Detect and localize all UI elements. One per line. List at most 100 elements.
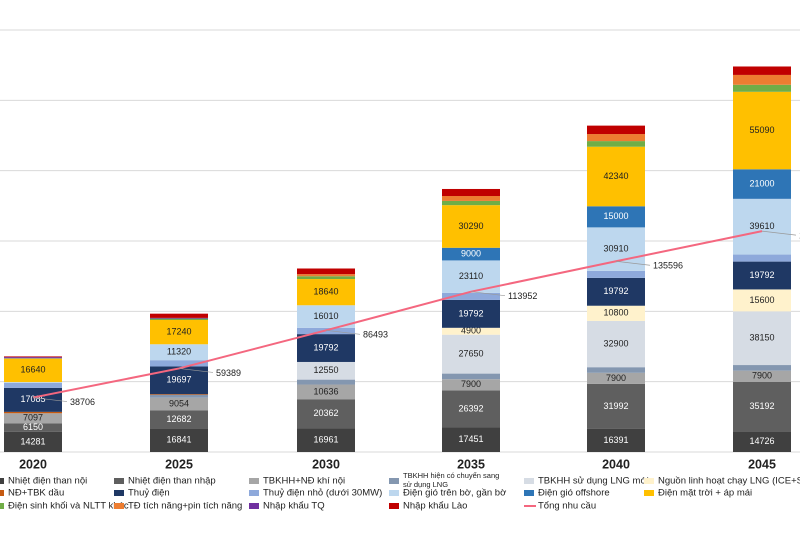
bar-segment (150, 317, 208, 319)
leader-line (615, 260, 651, 266)
bar-segment (587, 383, 645, 429)
bar-segment (150, 428, 208, 452)
data-label: 17085 (20, 394, 45, 404)
x-tick-label: 2045 (748, 457, 776, 471)
bar-segment (442, 379, 500, 391)
legend-label: Thuỷ điện (128, 488, 170, 499)
bar-segment (4, 358, 62, 383)
legend-marker (0, 478, 4, 484)
bar-segment (587, 277, 645, 306)
data-label: 11320 (167, 347, 191, 357)
legend-marker (114, 503, 124, 509)
data-label: 19792 (458, 308, 483, 318)
bar-segment (587, 125, 645, 135)
data-label: 7097 (23, 413, 43, 423)
data-label: 16961 (313, 434, 338, 444)
data-label: 19792 (749, 270, 774, 280)
data-label: 14281 (20, 436, 45, 446)
data-label: 10636 (313, 386, 338, 396)
bar-segment (297, 279, 355, 306)
bar-segment (733, 365, 791, 371)
bar-segment (442, 373, 500, 380)
bar-segment (442, 390, 500, 428)
bar-segment (442, 200, 500, 206)
bar-segment (297, 384, 355, 400)
bar-segment (4, 356, 62, 358)
data-label: 15600 (749, 295, 774, 305)
bar-segment (150, 394, 208, 395)
bar-segment (733, 431, 791, 452)
bar-segment (733, 261, 791, 290)
bar-segment (587, 367, 645, 373)
bar-segment (297, 268, 355, 275)
data-label: 16010 (313, 311, 338, 321)
line-label: 135596 (653, 261, 683, 271)
legend-label: Điện gió trên bờ, gần bờ (403, 488, 506, 499)
bar-segment (4, 382, 62, 388)
data-label: 17240 (166, 327, 191, 337)
bar-segment (442, 427, 500, 452)
legend-marker (249, 503, 259, 509)
bar-segment (587, 141, 645, 147)
data-label: 15000 (603, 211, 628, 221)
data-label: 7900 (461, 379, 481, 389)
bar-segment (4, 423, 62, 432)
bar-segment (442, 292, 500, 300)
bar-segment (297, 361, 355, 380)
legend-label: TBKHH hiện có chuyển sang sử dụng LNG (403, 471, 499, 489)
legend-label: Nhiệt điện than nhập (128, 476, 216, 487)
data-label: 42340 (603, 171, 628, 181)
data-label: 20362 (313, 408, 338, 418)
bar-segment (4, 411, 62, 414)
legend-marker (114, 490, 124, 496)
bar-segment (733, 289, 791, 312)
data-label: 14726 (749, 436, 774, 446)
bar-segment (733, 66, 791, 75)
bar-segment (297, 334, 355, 362)
legend-label: Tổng nhu cầu (538, 501, 596, 512)
leader-line (178, 368, 214, 373)
data-label: 16391 (603, 435, 628, 445)
data-label: 31992 (603, 401, 628, 411)
bar-segment (587, 428, 645, 452)
leader-line (470, 291, 506, 297)
data-label: 7900 (606, 373, 626, 383)
bar-segment (150, 394, 208, 398)
bar-segment (733, 370, 791, 382)
bar-segment (733, 84, 791, 92)
bar-segment (150, 313, 208, 318)
legend-label: NĐ+TBK dầu (8, 488, 64, 499)
bar-segment (297, 428, 355, 452)
data-label: 21000 (749, 178, 774, 188)
leader-line (761, 230, 797, 236)
legend-label: Điện mặt trời + áp mái (658, 488, 752, 499)
bar-segment (442, 299, 500, 328)
line-label: 38706 (70, 397, 95, 407)
data-label: 30290 (458, 221, 483, 231)
line (32, 230, 763, 399)
bar-segment (4, 413, 62, 424)
legend-label: Nhiệt điện than nội (8, 476, 87, 487)
bar-segment (587, 320, 645, 368)
legend-marker (524, 490, 534, 496)
legend-marker (249, 490, 259, 496)
leader-line (32, 397, 68, 402)
bar-segment (442, 188, 500, 197)
x-tick-label: 2035 (457, 457, 485, 471)
leader-line (325, 329, 361, 335)
legend-label: Điện sinh khối và NLTT khác (8, 501, 129, 512)
x-tick-label: 2040 (602, 457, 630, 471)
bar-segment (442, 247, 500, 261)
x-tick-label: 2030 (312, 457, 340, 471)
data-label: 23110 (459, 271, 483, 281)
legend-marker (389, 503, 399, 509)
legend-label: Nhập khẩu TQ (263, 501, 325, 512)
data-label: 6150 (23, 422, 43, 432)
data-label: 32900 (603, 338, 628, 348)
bar-segment (150, 344, 208, 361)
bar-segment (297, 276, 355, 280)
bar-segment (587, 146, 645, 207)
legend-label: Nhập khẩu Lào (403, 501, 467, 512)
data-label: 17451 (458, 434, 483, 444)
